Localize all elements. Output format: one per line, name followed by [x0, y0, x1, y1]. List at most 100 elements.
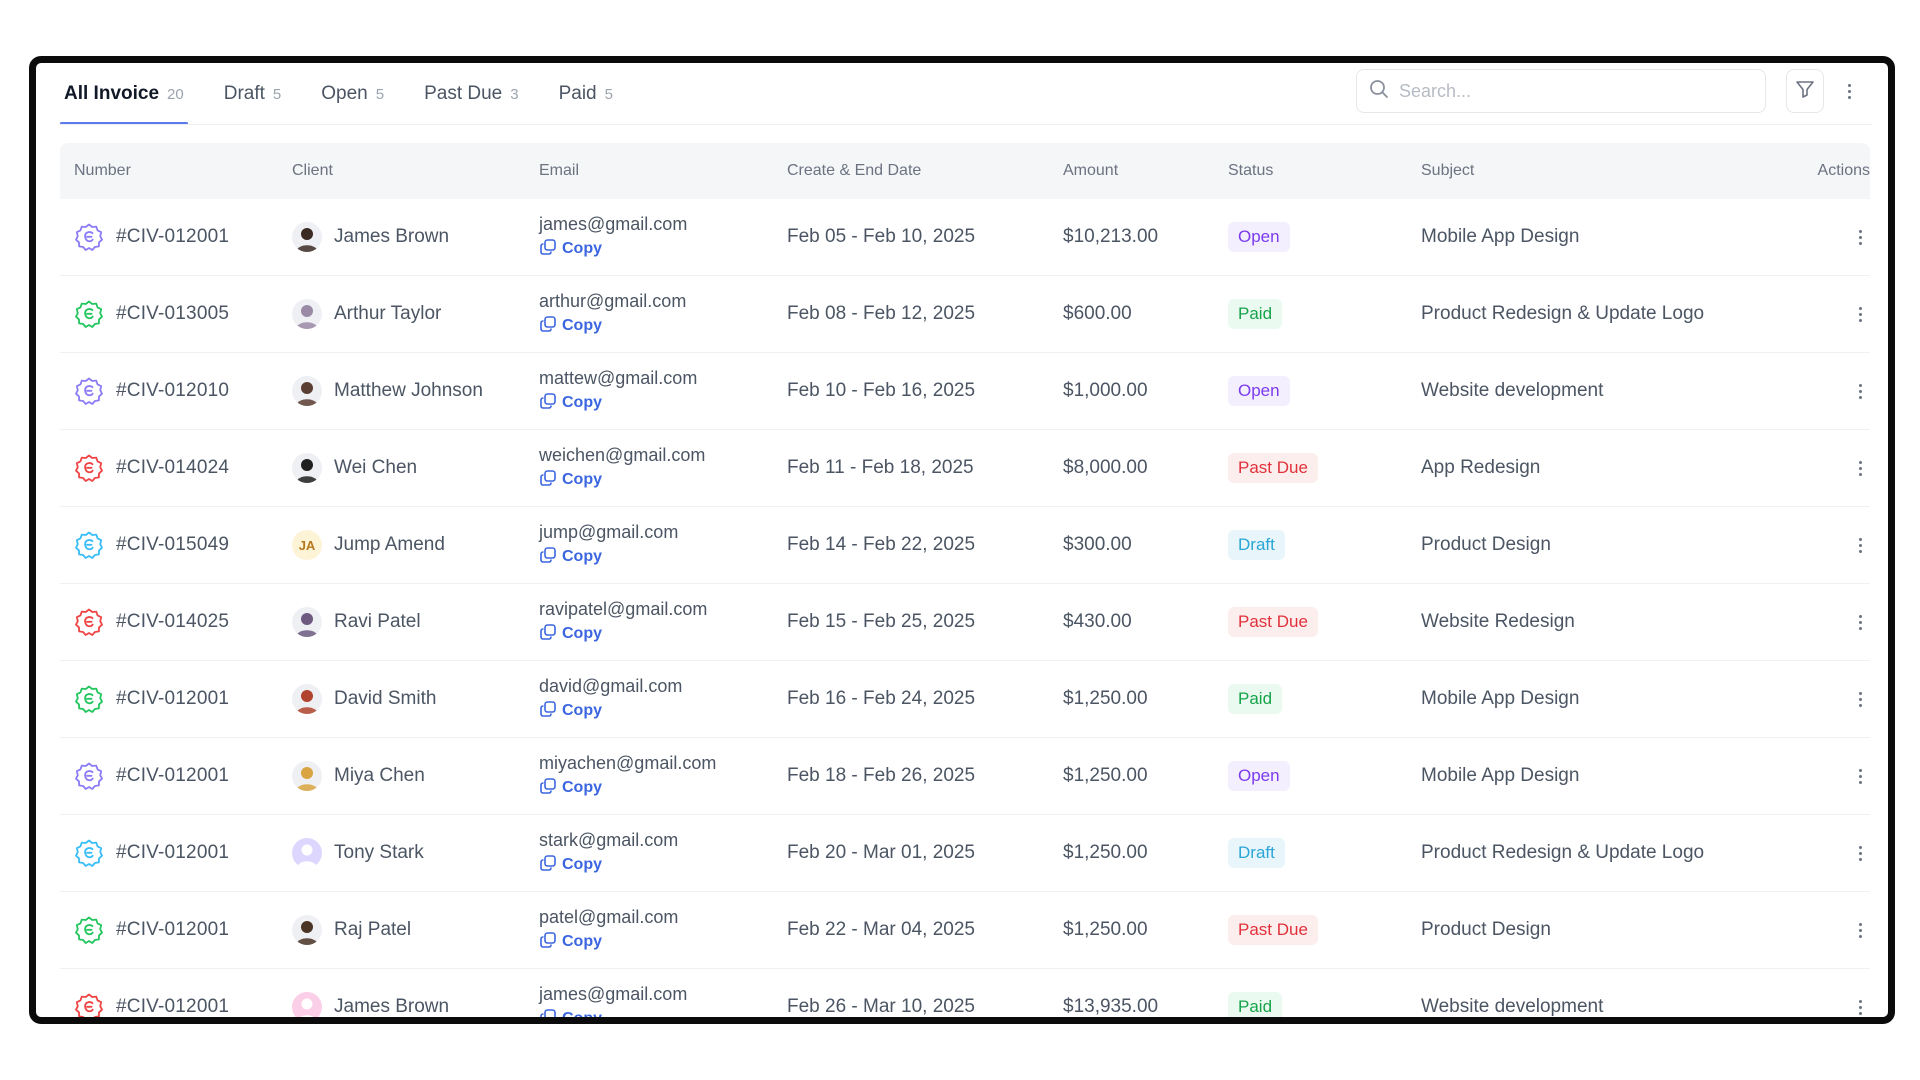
table-row[interactable]: #CIV-014025 Ravi Patel ravipatel@gmail.com…	[60, 584, 1870, 661]
subject-cell: Mobile App Design	[1421, 688, 1805, 710]
date-range-cell: Feb 11 - Feb 18, 2025	[787, 457, 1063, 479]
table-row[interactable]: #CIV-012001 James Brown james@gmail.com Cop…	[60, 969, 1870, 1017]
row-actions-menu-icon[interactable]	[1850, 838, 1870, 868]
actions-cell	[1805, 761, 1870, 791]
tab-draft[interactable]: Draft 5	[220, 63, 286, 125]
copy-email-button[interactable]: Copy	[539, 854, 602, 877]
invoice-number[interactable]: #CIV-012010	[116, 380, 230, 401]
column-header-date[interactable]: Create & End Date	[787, 162, 922, 179]
invoice-number[interactable]: #CIV-012001	[116, 842, 230, 863]
invoice-status-icon	[74, 453, 104, 483]
column-header-number[interactable]: Number	[74, 162, 131, 179]
row-actions-menu-icon[interactable]	[1850, 453, 1870, 483]
invoice-amount: $1,250.00	[1063, 765, 1148, 786]
tab-paid[interactable]: Paid 5	[555, 63, 617, 125]
invoice-number[interactable]: #CIV-014024	[116, 457, 230, 478]
client-email: mattew@gmail.com	[539, 367, 698, 388]
tab-past-due[interactable]: Past Due 3	[420, 63, 523, 125]
subject-cell: Mobile App Design	[1421, 226, 1805, 248]
table-row[interactable]: #CIV-014024 Wei Chen weichen@gmail.com Copy…	[60, 430, 1870, 507]
table-row[interactable]: #CIV-012010 Matthew Johnson mattew@gmail.c…	[60, 353, 1870, 430]
avatar	[292, 376, 322, 406]
email-cell: miyachen@gmail.com Copy	[539, 753, 787, 800]
date-range-cell: Feb 16 - Feb 24, 2025	[787, 688, 1063, 710]
client-email: miyachen@gmail.com	[539, 752, 717, 773]
date-range: Feb 15 - Feb 25, 2025	[787, 611, 976, 632]
row-actions-menu-icon[interactable]	[1850, 376, 1870, 406]
status-cell: Open	[1228, 376, 1421, 406]
invoice-amount: $300.00	[1063, 534, 1132, 555]
client-cell: Tony Stark	[292, 838, 539, 868]
invoice-number[interactable]: #CIV-013005	[116, 303, 230, 324]
copy-label: Copy	[562, 625, 602, 642]
subject-cell: Mobile App Design	[1421, 765, 1805, 787]
filter-button[interactable]	[1786, 69, 1824, 113]
copy-email-button[interactable]: Copy	[539, 700, 602, 723]
column-header-amount[interactable]: Amount	[1063, 162, 1119, 179]
copy-icon	[539, 931, 557, 954]
copy-email-button[interactable]: Copy	[539, 546, 602, 569]
client-name: Raj Patel	[334, 919, 412, 940]
tab-open[interactable]: Open 5	[317, 63, 388, 125]
row-actions-menu-icon[interactable]	[1850, 607, 1870, 637]
column-header-status[interactable]: Status	[1228, 162, 1274, 179]
table-row[interactable]: #CIV-012001 David Smith david@gmail.com Cop…	[60, 661, 1870, 738]
search-input[interactable]	[1399, 80, 1753, 102]
date-range-cell: Feb 05 - Feb 10, 2025	[787, 226, 1063, 248]
row-actions-menu-icon[interactable]	[1850, 684, 1870, 714]
client-name: Ravi Patel	[334, 611, 421, 632]
invoice-number[interactable]: #CIV-015049	[116, 534, 230, 555]
copy-email-button[interactable]: Copy	[539, 1008, 602, 1017]
amount-cell: $1,250.00	[1063, 842, 1228, 864]
email-cell: james@gmail.com Copy	[539, 214, 787, 261]
invoice-number[interactable]: #CIV-014025	[116, 611, 230, 632]
invoice-number-cell: #CIV-014025	[60, 607, 292, 637]
invoice-number[interactable]: #CIV-012001	[116, 765, 230, 786]
actions-cell	[1805, 838, 1870, 868]
table-row[interactable]: #CIV-012001 James Brown james@gmail.com Cop…	[60, 199, 1870, 276]
tab-all-invoice[interactable]: All Invoice 20	[60, 63, 188, 125]
invoice-number[interactable]: #CIV-012001	[116, 996, 230, 1017]
row-actions-menu-icon[interactable]	[1850, 299, 1870, 329]
amount-cell: $1,250.00	[1063, 688, 1228, 710]
table-row[interactable]: #CIV-013005 Arthur Taylor arthur@gmail.com…	[60, 276, 1870, 353]
table-row[interactable]: #CIV-012001 Raj Patel patel@gmail.com Copy F…	[60, 892, 1870, 969]
status-cell: Open	[1228, 761, 1421, 791]
table-row[interactable]: #CIV-012001 Miya Chen miyachen@gmail.com Co…	[60, 738, 1870, 815]
row-actions-menu-icon[interactable]	[1850, 992, 1870, 1017]
invoice-number[interactable]: #CIV-012001	[116, 688, 230, 709]
avatar	[292, 222, 322, 252]
row-actions-menu-icon[interactable]	[1850, 761, 1870, 791]
invoice-tabs: All Invoice 20 Draft 5 Open 5 Past Due 3 Paid 5	[60, 63, 649, 125]
copy-email-button[interactable]: Copy	[539, 238, 602, 261]
more-options-button[interactable]	[1830, 69, 1868, 113]
search-box[interactable]	[1356, 69, 1766, 113]
table-row[interactable]: #CIV-015049 JA Jump Amend jump@gmail.com Cop…	[60, 507, 1870, 584]
invoice-number[interactable]: #CIV-012001	[116, 919, 230, 940]
copy-icon	[539, 777, 557, 800]
email-cell: ravipatel@gmail.com Copy	[539, 599, 787, 646]
copy-email-button[interactable]: Copy	[539, 392, 602, 415]
subject-cell: Product Redesign & Update Logo	[1421, 842, 1805, 864]
invoice-amount: $1,250.00	[1063, 842, 1148, 863]
invoice-number[interactable]: #CIV-012001	[116, 226, 230, 247]
copy-email-button[interactable]: Copy	[539, 777, 602, 800]
actions-cell	[1805, 530, 1870, 560]
amount-cell: $1,250.00	[1063, 765, 1228, 787]
column-header-subject[interactable]: Subject	[1421, 162, 1475, 179]
column-header-client[interactable]: Client	[292, 162, 333, 179]
row-actions-menu-icon[interactable]	[1850, 530, 1870, 560]
row-actions-menu-icon[interactable]	[1850, 915, 1870, 945]
table-row[interactable]: #CIV-012001 Tony Stark stark@gmail.com Copy…	[60, 815, 1870, 892]
column-header-email[interactable]: Email	[539, 162, 580, 179]
invoice-amount: $1,250.00	[1063, 688, 1148, 709]
copy-email-button[interactable]: Copy	[539, 469, 602, 492]
copy-email-button[interactable]: Copy	[539, 623, 602, 646]
amount-cell: $430.00	[1063, 611, 1228, 633]
copy-email-button[interactable]: Copy	[539, 931, 602, 954]
row-actions-menu-icon[interactable]	[1850, 222, 1870, 252]
actions-cell	[1805, 915, 1870, 945]
client-name: Jump Amend	[334, 534, 445, 555]
client-name: James Brown	[334, 226, 450, 247]
copy-email-button[interactable]: Copy	[539, 315, 602, 338]
